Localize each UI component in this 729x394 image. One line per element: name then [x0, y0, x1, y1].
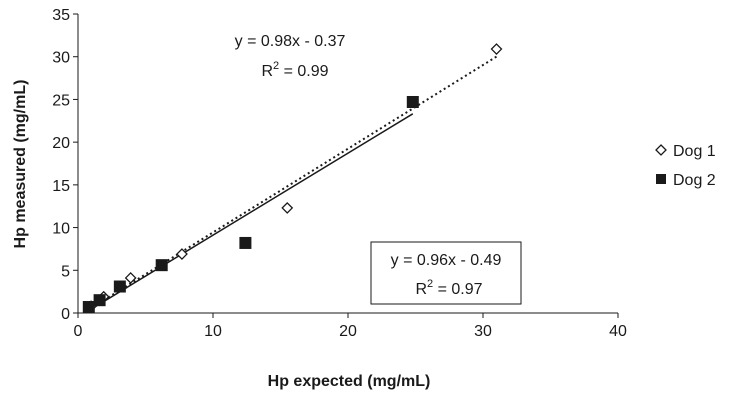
legend-diamond-icon [655, 144, 667, 156]
x-tick-label: 30 [474, 323, 492, 340]
dog1-r-squared: R2 = 0.99 [261, 60, 328, 80]
y-tick-label: 10 [52, 221, 70, 238]
x-tick-label: 40 [609, 323, 627, 340]
legend-label-dog2: Dog 2 [673, 172, 716, 189]
legend: Dog 1 Dog 2 [655, 143, 716, 189]
trendline-series-2 [88, 113, 414, 312]
data-point-dog2 [93, 294, 106, 307]
y-tick-label: 15 [52, 178, 70, 195]
data-point-dog1 [281, 202, 294, 214]
legend-label-dog1: Dog 1 [673, 143, 716, 160]
trendlines [88, 55, 498, 312]
dog2-equation-box [370, 241, 522, 305]
axes: 0 5 10 15 20 25 30 35 0 10 20 30 40 [52, 7, 627, 340]
data-point-dog2 [113, 280, 126, 293]
x-tick-label: 20 [339, 323, 357, 340]
data-point-dog2 [82, 301, 95, 314]
y-axis-title: Hp measured (mg/mL) [12, 80, 29, 249]
data-markers [82, 43, 503, 314]
y-tick-label: 20 [52, 135, 70, 152]
data-point-dog1 [176, 248, 188, 260]
y-tick-label: 0 [61, 306, 70, 323]
y-tick-label: 5 [61, 263, 70, 280]
data-point-dog2 [406, 95, 419, 108]
y-tick-label: 30 [52, 50, 70, 67]
legend-square-icon [656, 174, 666, 184]
dog2-equation: y = 0.96x - 0.49 [391, 252, 502, 269]
dog2-r-squared: R2 = 0.97 [415, 278, 482, 298]
dog1-equation: y = 0.98x - 0.37 [235, 33, 346, 50]
data-point-dog1 [490, 43, 503, 55]
x-tick-label: 10 [204, 323, 222, 340]
x-axis-title: Hp expected (mg/mL) [268, 373, 431, 390]
x-tick-label: 0 [74, 323, 83, 340]
data-point-dog2 [155, 259, 168, 272]
data-point-dog1 [124, 272, 137, 284]
y-tick-label: 35 [52, 7, 70, 24]
data-point-dog2 [239, 236, 252, 249]
y-tick-label: 25 [52, 92, 70, 109]
